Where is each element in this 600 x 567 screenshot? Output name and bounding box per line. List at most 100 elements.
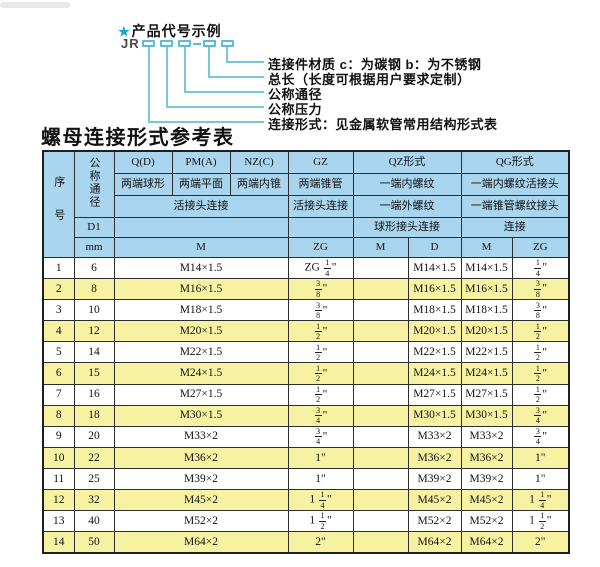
cell-m: M52×2 [113, 510, 289, 533]
header-pm-sub: 两端平面 [171, 173, 231, 196]
cell-qz_d: M22×1.5 [407, 341, 462, 364]
cell-seq: 13 [42, 510, 75, 533]
cell-zg: 2" [287, 531, 354, 554]
cell-seq: 11 [42, 467, 75, 491]
cell-mm: 20 [73, 425, 115, 448]
cell-qg_m: M18×1.5 [460, 299, 513, 322]
code-box-1 [142, 40, 155, 47]
cell-zg: 1 2 " [287, 383, 354, 406]
header-q: Q(D) [113, 150, 173, 174]
header-m: M [113, 237, 289, 258]
table-row: 3 10 M18×1.5 3 8 " M18×1.5 M18×1.5 3 8 " [42, 299, 570, 322]
cell-m: M24×1.5 [113, 362, 289, 385]
cell-qg_m: M16×1.5 [460, 278, 513, 301]
cell-zg: 1 2 " [287, 320, 354, 343]
page-title: 螺母连接形式参考表 [41, 127, 235, 149]
cell-qg_zg: 3 4 " [511, 404, 570, 427]
table-row: 9 20 M33×2 3 4 " M33×2 M33×2 3 4 " [42, 425, 570, 448]
header-qz: QZ形式 [352, 150, 462, 174]
header-seq: 序号 [42, 150, 75, 258]
connector-line [166, 106, 264, 108]
header-gz-sub: 两端锥管 [287, 173, 354, 196]
code-box-5 [221, 40, 234, 47]
cell-qg_m: M33×2 [460, 425, 513, 448]
connector-line [166, 47, 168, 106]
cell-m: M33×2 [113, 425, 289, 448]
table-row: 11 25 M39×2 1" M39×2 M39×2 1" [42, 467, 570, 491]
cell-mm: 10 [73, 299, 115, 322]
code-box-3 [178, 40, 191, 47]
scan-artifact [0, 2, 70, 8]
header-pm: PM(A) [171, 150, 231, 174]
table-row: 8 18 M30×1.5 3 4 " M30×1.5 M30×1.5 3 4 " [42, 404, 570, 427]
cell-qg_m: M45×2 [460, 489, 513, 512]
cell-seq: 12 [42, 489, 75, 512]
cell-mm: 8 [73, 278, 115, 301]
cell-qg_m: M27×1.5 [460, 383, 513, 406]
connector-line [226, 61, 264, 63]
cell-qz_m [352, 467, 409, 491]
cell-zg: 3 4 " [287, 404, 354, 427]
cell-qg_zg: 1 4 " [511, 256, 570, 280]
header-gz: GZ [287, 150, 354, 174]
cell-qz_d: M27×1.5 [407, 383, 462, 406]
cell-m: M30×1.5 [113, 404, 289, 427]
cell-qz_d: M45×2 [407, 489, 462, 512]
cell-qz_m [352, 531, 409, 554]
header-qg-connection: 连接 [460, 217, 570, 238]
cell-qg_zg: 1 1 2 " [511, 510, 570, 533]
cell-qg_zg: 3 4 " [511, 425, 570, 448]
connector-line [208, 47, 210, 76]
header-union-connection: 活接头连接 [113, 195, 289, 218]
cell-mm: 40 [73, 510, 115, 533]
cell-qg_m: M30×1.5 [460, 404, 513, 427]
cell-zg: 1 1 2 " [287, 510, 354, 533]
cell-seq: 14 [42, 531, 75, 554]
label-nominal-diameter: 公称通径 [268, 87, 323, 102]
code-prefix: JR [121, 36, 140, 51]
cell-qg_zg: 2" [511, 531, 570, 554]
cell-qz_m [352, 320, 409, 343]
cell-mm: 16 [73, 383, 115, 406]
cell-qz_d: M16×1.5 [407, 278, 462, 301]
table-row: 14 50 M64×2 2" M64×2 M64×2 2" [42, 531, 570, 554]
code-dash [193, 43, 201, 45]
cell-mm: 50 [73, 531, 115, 554]
table-row: 5 14 M22×1.5 1 2 " M22×1.5 M22×1.5 1 2 " [42, 341, 570, 364]
cell-qz_d: M36×2 [407, 446, 462, 469]
cell-m: M18×1.5 [113, 299, 289, 322]
code-box-2 [160, 40, 173, 47]
header-q-sub: 两端球形 [113, 173, 173, 196]
header-qz-d: D [407, 237, 462, 258]
cell-qz_m [352, 489, 409, 512]
cell-zg: 1 1 4 " [287, 489, 354, 512]
cell-seq: 4 [42, 320, 75, 343]
cell-qg_zg: 1 1 4 " [511, 489, 570, 512]
cell-m: M20×1.5 [113, 320, 289, 343]
label-nominal-pressure: 公称压力 [268, 102, 323, 117]
cell-qg_m: M14×1.5 [460, 256, 513, 280]
cell-mm: 25 [73, 467, 115, 491]
cell-mm: 14 [73, 341, 115, 364]
cell-qz_d: M24×1.5 [407, 362, 462, 385]
table-row: 12 32 M45×2 1 1 4 " M45×2 M45×2 1 1 4 " [42, 489, 570, 512]
connector-line [184, 47, 186, 91]
header-qz-connection: 球形接头连接 [352, 217, 462, 238]
cell-qg_zg: 1 2 " [511, 383, 570, 406]
cell-qz_m [352, 383, 409, 406]
table-row: 4 12 M20×1.5 1 2 " M20×1.5 M20×1.5 1 2 " [42, 320, 570, 343]
table-row: 6 15 M24×1.5 1 2 " M24×1.5 M24×1.5 1 2 " [42, 362, 570, 385]
cell-zg: 3 8 " [287, 278, 354, 301]
cell-m: M36×2 [113, 446, 289, 469]
label-material: 连接件材质 c：为碳钢 b：为不锈钢 [268, 57, 482, 72]
cell-qg_m: M22×1.5 [460, 341, 513, 364]
header-nz-sub: 两端内锥 [229, 173, 289, 196]
cell-m: M64×2 [113, 531, 289, 554]
cell-qg_m: M64×2 [460, 531, 513, 554]
cell-seq: 3 [42, 299, 75, 322]
connector-line [184, 91, 264, 93]
cell-seq: 10 [42, 446, 75, 469]
cell-qz_m [352, 425, 409, 448]
cell-qg_zg: 3 8 " [511, 299, 570, 322]
